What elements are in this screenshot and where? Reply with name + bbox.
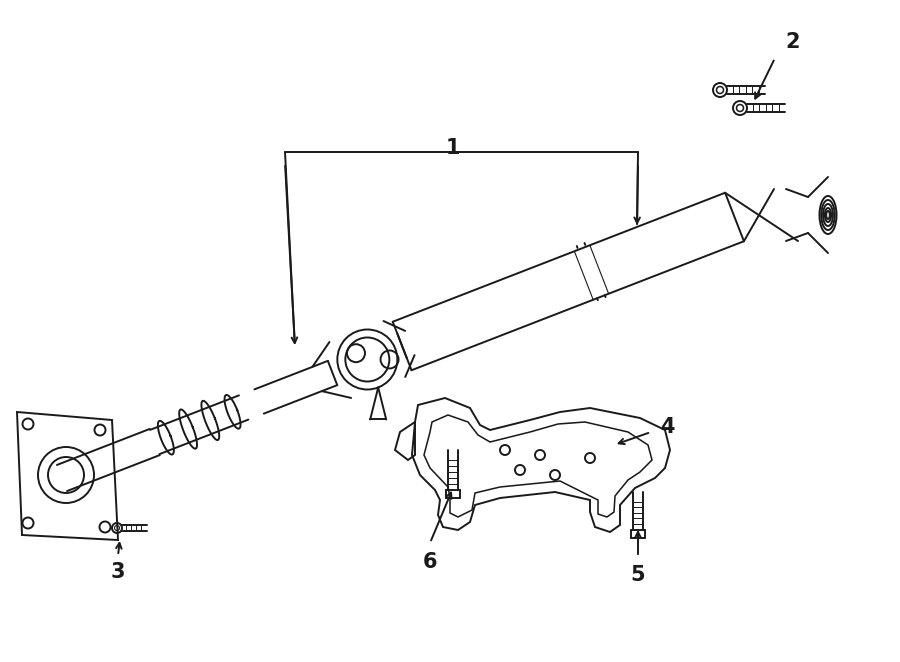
- Text: 4: 4: [660, 417, 674, 437]
- Text: 5: 5: [631, 565, 645, 585]
- Text: 1: 1: [446, 138, 460, 158]
- Text: 6: 6: [423, 552, 437, 572]
- Text: 3: 3: [111, 562, 125, 582]
- Text: 2: 2: [786, 32, 800, 52]
